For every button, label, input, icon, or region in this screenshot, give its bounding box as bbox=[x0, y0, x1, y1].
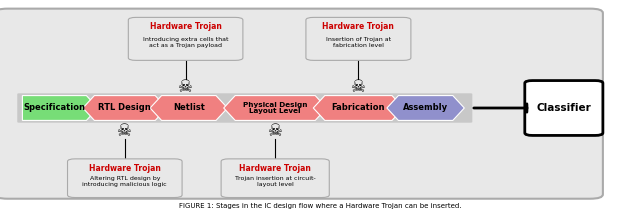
Text: Specification: Specification bbox=[24, 103, 85, 113]
Text: ☠: ☠ bbox=[178, 78, 193, 97]
Polygon shape bbox=[314, 95, 404, 121]
FancyBboxPatch shape bbox=[525, 81, 603, 135]
Text: ☠: ☠ bbox=[268, 122, 283, 140]
Text: ☠: ☠ bbox=[117, 122, 132, 140]
Text: FIGURE 1: Stages in the IC design flow where a Hardware Trojan can be inserted.: FIGURE 1: Stages in the IC design flow w… bbox=[179, 203, 461, 209]
Text: Physical Design
Layout Level: Physical Design Layout Level bbox=[243, 102, 307, 114]
Text: Trojan insertion at circuit-
layout level: Trojan insertion at circuit- layout leve… bbox=[235, 176, 316, 187]
Polygon shape bbox=[387, 95, 465, 121]
Text: Assembly: Assembly bbox=[403, 103, 448, 113]
FancyBboxPatch shape bbox=[306, 17, 411, 60]
Text: Altering RTL design by
introducing malicious logic: Altering RTL design by introducing malic… bbox=[83, 176, 167, 187]
FancyBboxPatch shape bbox=[17, 93, 472, 123]
Polygon shape bbox=[83, 95, 166, 121]
Polygon shape bbox=[224, 95, 326, 121]
Text: Hardware Trojan: Hardware Trojan bbox=[239, 164, 311, 173]
Text: Fabrication: Fabrication bbox=[332, 103, 385, 113]
FancyBboxPatch shape bbox=[68, 159, 182, 197]
Text: Insertion of Trojan at
fabrication level: Insertion of Trojan at fabrication level bbox=[326, 37, 391, 48]
Text: Netlist: Netlist bbox=[173, 103, 205, 113]
FancyBboxPatch shape bbox=[221, 159, 329, 197]
FancyBboxPatch shape bbox=[128, 17, 243, 60]
FancyBboxPatch shape bbox=[0, 9, 603, 199]
Text: Hardware Trojan: Hardware Trojan bbox=[89, 164, 161, 173]
Polygon shape bbox=[150, 95, 228, 121]
Polygon shape bbox=[22, 95, 98, 121]
Text: RTL Design: RTL Design bbox=[99, 103, 151, 113]
Text: Hardware Trojan: Hardware Trojan bbox=[150, 22, 221, 31]
Text: Classifier: Classifier bbox=[536, 103, 591, 113]
Text: Hardware Trojan: Hardware Trojan bbox=[323, 22, 394, 31]
Text: ☠: ☠ bbox=[351, 78, 366, 97]
Text: Introducing extra cells that
act as a Trojan payload: Introducing extra cells that act as a Tr… bbox=[143, 37, 228, 48]
